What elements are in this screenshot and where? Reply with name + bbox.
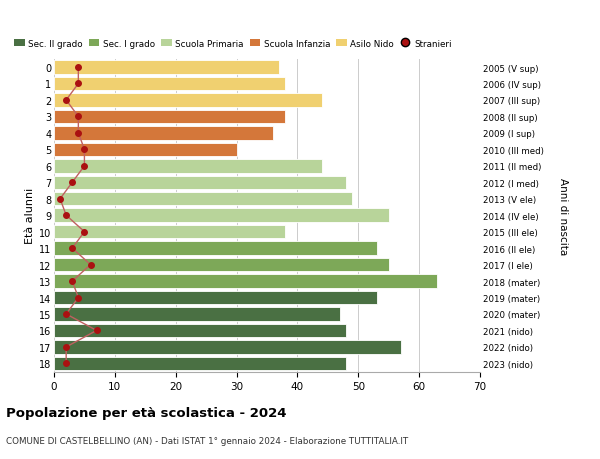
Text: COMUNE DI CASTELBELLINO (AN) - Dati ISTAT 1° gennaio 2024 - Elaborazione TUTTITA: COMUNE DI CASTELBELLINO (AN) - Dati ISTA… — [6, 436, 408, 445]
Point — [80, 229, 89, 236]
Bar — [54, 160, 322, 173]
Point — [92, 327, 101, 335]
Bar — [54, 357, 346, 370]
Point — [74, 64, 83, 72]
Point — [86, 261, 95, 269]
Point — [80, 146, 89, 154]
Bar — [54, 209, 389, 223]
Point — [80, 163, 89, 170]
Point — [61, 343, 71, 351]
Bar — [54, 225, 285, 239]
Bar — [54, 308, 340, 321]
Point — [74, 294, 83, 302]
Bar — [54, 324, 346, 337]
Point — [74, 81, 83, 88]
Point — [67, 245, 77, 252]
Point — [67, 278, 77, 285]
Y-axis label: Età alunni: Età alunni — [25, 188, 35, 244]
Bar — [54, 291, 377, 305]
Point — [61, 97, 71, 104]
Bar — [54, 274, 437, 288]
Bar — [54, 143, 236, 157]
Bar — [54, 193, 352, 206]
Y-axis label: Anni di nascita: Anni di nascita — [557, 177, 568, 254]
Bar — [54, 258, 389, 272]
Bar — [54, 78, 285, 91]
Point — [55, 196, 65, 203]
Point — [74, 113, 83, 121]
Point — [61, 360, 71, 367]
Bar — [54, 176, 346, 190]
Point — [67, 179, 77, 186]
Point — [61, 311, 71, 318]
Legend: Sec. II grado, Sec. I grado, Scuola Primaria, Scuola Infanzia, Asilo Nido, Stran: Sec. II grado, Sec. I grado, Scuola Prim… — [11, 36, 455, 52]
Bar — [54, 111, 285, 124]
Bar — [54, 341, 401, 354]
Bar — [54, 94, 322, 107]
Point — [74, 130, 83, 137]
Bar — [54, 61, 279, 75]
Text: Popolazione per età scolastica - 2024: Popolazione per età scolastica - 2024 — [6, 406, 287, 419]
Bar — [54, 127, 273, 140]
Point — [61, 212, 71, 219]
Bar — [54, 242, 377, 255]
